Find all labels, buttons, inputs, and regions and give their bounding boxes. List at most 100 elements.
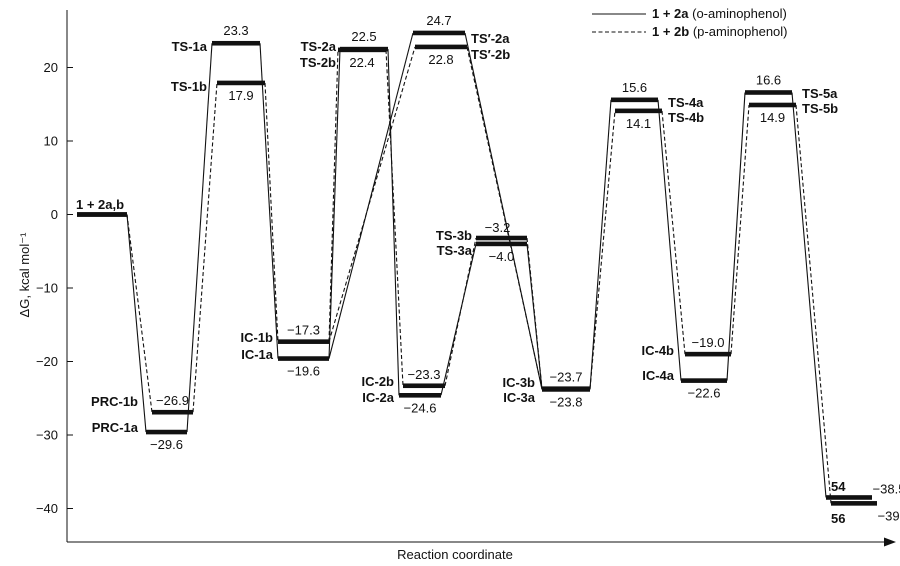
value-label-ts-2b: 22.4 [349, 55, 374, 70]
state-label-layer: 1 + 2a,b PRC-1a PRC-1b TS-1a TS-1b IC-1a IC-1b… [76, 31, 846, 526]
y-tick-label: 20 [44, 60, 58, 75]
state-label-ts-4a: TS-4a [668, 95, 704, 110]
connector-line-series-a [657, 99, 682, 381]
value-label-prc-1b: −26.9 [156, 393, 189, 408]
energy-level-p-56 [831, 501, 877, 506]
energy-level-ic-1b [278, 339, 329, 344]
energy-level-ts-3b [476, 235, 527, 241]
energy-level-ic-4b [685, 351, 731, 357]
value-label-ts-1b: 17.9 [228, 88, 253, 103]
y-tick-label: 10 [44, 134, 58, 149]
state-label-ic-4a: IC-4a [642, 368, 675, 383]
connector-line-series-b [730, 104, 750, 355]
tick-layer: −40 −30 −20 −10 0 10 20 [36, 60, 73, 516]
energy-level-ic-4a [681, 378, 727, 383]
energy-level-ic-2b [403, 383, 445, 389]
y-tick-label: −30 [36, 428, 58, 443]
y-tick-label: −40 [36, 501, 58, 516]
connector-line-series-b [661, 110, 686, 355]
value-label-ic-3b: −23.7 [550, 370, 583, 385]
value-label-ic-4b: −19.0 [692, 335, 725, 350]
value-label-ic-1a: −19.6 [287, 364, 320, 379]
y-tick-label: −10 [36, 281, 58, 296]
energy-level-r-b [77, 212, 127, 217]
y-tick-label: 0 [51, 207, 58, 222]
value-label-ts-1a: 23.3 [223, 23, 248, 38]
energy-level-prc-1a [146, 429, 187, 435]
connector-line-series-a [259, 43, 279, 359]
value-label-layer: −29.6 −26.9 23.3 17.9 −19.6 −17.3 22.5 22.4 24.7… [150, 13, 900, 523]
connector-line-series-b [192, 82, 218, 413]
state-label-ts-5b: TS-5b [802, 101, 838, 116]
state-label-p-54: 54 [831, 479, 846, 494]
connector-layer [126, 32, 832, 504]
energy-level-ts-1b [217, 80, 265, 86]
energy-level-ts-3a [476, 241, 527, 247]
energy-level-prc-1b [152, 409, 193, 415]
energy-level-ts-5a [745, 90, 792, 95]
connector-line-series-b [444, 237, 477, 386]
value-label-ic-4a: −22.6 [688, 386, 721, 401]
connector-line-series-b [589, 110, 616, 389]
state-label-ts-3a: TS-3a [437, 243, 473, 258]
state-label-tsp-2b: TS′-2b [471, 47, 510, 62]
y-axis-title: ΔG, kcal mol⁻¹ [17, 232, 32, 318]
legend-label-series-a: 1 + 2a (o-aminophenol) [652, 6, 787, 21]
value-label-ts-4b: 14.1 [626, 116, 651, 131]
state-label-ts-4b: TS-4b [668, 110, 704, 125]
connector-line-series-b [385, 49, 404, 386]
energy-level-ts-4a [611, 97, 658, 103]
connector-line-series-b-branch [328, 46, 416, 342]
connector-line-series-a [387, 49, 400, 396]
energy-level-ic-3b [542, 386, 590, 391]
state-label-ts-1a: TS-1a [172, 39, 208, 54]
connector-line-series-a [589, 99, 612, 390]
axes: Reaction coordinate ΔG, kcal mol⁻¹ [17, 10, 896, 562]
level-layer [77, 30, 877, 506]
value-label-prc-1a: −29.6 [150, 437, 183, 452]
connector-line-series-a [186, 43, 213, 433]
state-label-ic-3b: IC-3b [503, 375, 536, 390]
connector-line-series-a [791, 92, 827, 498]
state-label-tsp-2a: TS′-2a [471, 31, 510, 46]
energy-level-ts-4b [615, 108, 662, 114]
value-label-ic-2a: −24.6 [404, 400, 437, 415]
state-label-ic-2a: IC-2a [362, 390, 395, 405]
state-label-ts-1b: TS-1b [171, 79, 207, 94]
state-label-ts-5a: TS-5a [802, 86, 838, 101]
state-label-ic-3a: IC-3a [503, 390, 536, 405]
value-label-ic-2b: −23.3 [408, 367, 441, 382]
connector-line-series-b [126, 214, 153, 413]
energy-level-ic-2a [399, 393, 441, 398]
connector-line-series-b [328, 49, 339, 342]
connector-line-series-b [526, 237, 543, 389]
connector-line-series-b [264, 82, 279, 342]
energy-level-tsp-2b [415, 44, 467, 50]
connector-line-series-a [726, 92, 746, 381]
value-label-ts-5a: 16.6 [756, 72, 781, 87]
value-label-p-54: −38.5 [873, 481, 900, 496]
state-label-r-a: 1 + 2a,b [76, 197, 124, 212]
value-label-ts-2a: 22.5 [351, 29, 376, 44]
value-label-ic-1b: −17.3 [287, 323, 320, 338]
state-label-ic-1a: IC-1a [241, 347, 274, 362]
state-label-ts-3b: TS-3b [436, 228, 472, 243]
energy-level-ic-1a [278, 356, 329, 361]
state-label-ic-1b: IC-1b [241, 330, 274, 345]
state-label-p-56: 56 [831, 511, 845, 526]
x-axis-title: Reaction coordinate [397, 547, 513, 562]
energy-level-tsp-2a [413, 30, 465, 36]
connector-line-series-b [795, 104, 832, 504]
energy-level-ts-5b [749, 102, 796, 108]
energy-level-p-54 [826, 495, 872, 500]
energy-level-ts-2b [338, 47, 386, 53]
value-label-ts-3b: −3.2 [485, 220, 511, 235]
value-label-ts-3a: −4.0 [489, 249, 515, 264]
legend-label-series-b: 1 + 2b (p-aminophenol) [652, 24, 788, 39]
value-label-p-56: −39.3 [878, 508, 900, 523]
state-label-ic-4b: IC-4b [642, 343, 675, 358]
connector-line-series-a [126, 214, 147, 433]
y-tick-label: −20 [36, 354, 58, 369]
x-axis-arrow-icon [884, 537, 896, 547]
